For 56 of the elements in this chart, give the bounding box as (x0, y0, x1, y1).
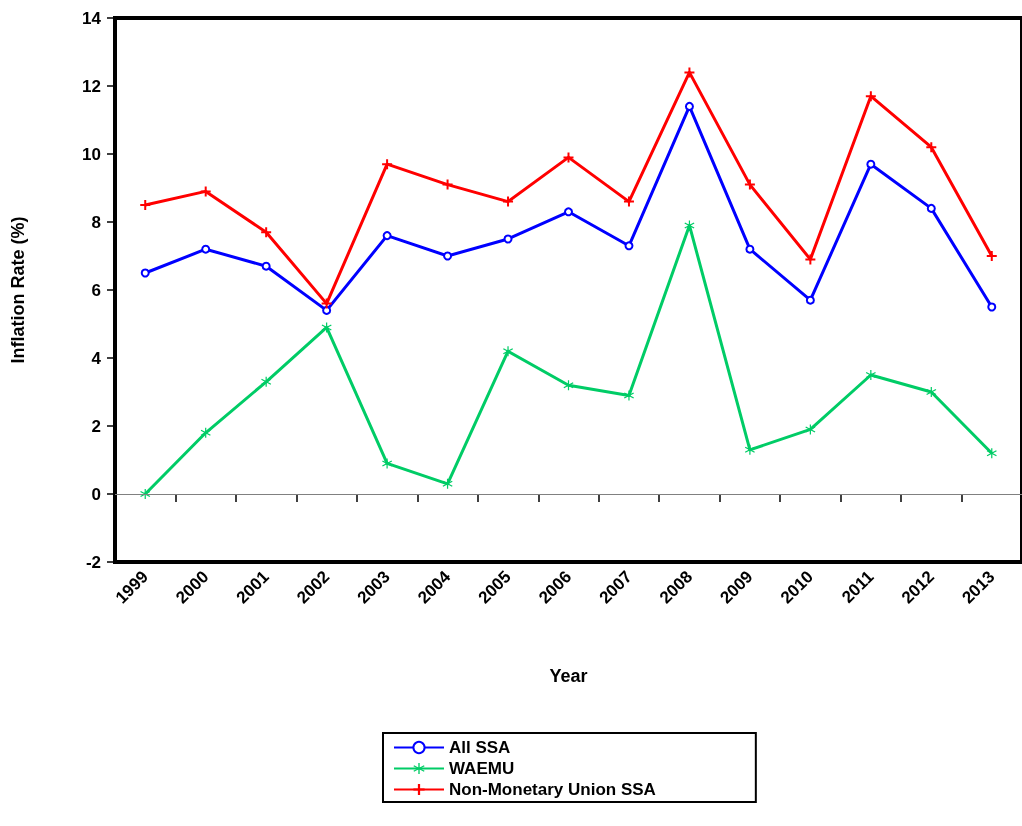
point (865, 91, 876, 102)
point (321, 322, 332, 333)
legend-label: WAEMU (449, 759, 515, 778)
point (986, 251, 997, 261)
point (503, 346, 514, 357)
legend-label: Non-Monetary Union SSA (449, 780, 656, 799)
point (261, 227, 272, 238)
point (201, 244, 211, 254)
y-tick-label: 14 (82, 8, 102, 28)
point (623, 196, 634, 207)
point (321, 298, 332, 309)
point (987, 302, 997, 312)
point (624, 241, 634, 251)
point (926, 203, 936, 213)
point (140, 268, 150, 278)
point (140, 200, 151, 210)
point (684, 67, 695, 78)
legend-label: All SSA (449, 738, 511, 757)
point (563, 380, 574, 391)
point (865, 370, 876, 380)
point (744, 444, 755, 455)
point (382, 159, 393, 170)
point (805, 254, 816, 265)
point (986, 448, 997, 459)
point (442, 478, 453, 489)
y-tick-label: 2 (91, 416, 101, 436)
point (442, 179, 453, 190)
point (684, 101, 694, 111)
point (200, 186, 211, 197)
point (443, 251, 453, 261)
y-tick-label: 6 (91, 280, 101, 300)
point (926, 142, 937, 153)
y-axis-title: Inflation Rate (%) (8, 216, 28, 364)
point (261, 261, 271, 271)
y-tick-label: 12 (82, 76, 101, 96)
y-tick-label: 10 (82, 144, 101, 164)
point (866, 159, 876, 169)
point (200, 427, 211, 438)
point (805, 424, 816, 435)
point (563, 152, 574, 163)
point (261, 376, 272, 387)
point (382, 458, 393, 469)
y-tick-label: 4 (91, 348, 102, 368)
point (745, 244, 755, 254)
point (564, 207, 573, 217)
point (623, 390, 634, 401)
point (503, 196, 514, 207)
y-tick-label: 0 (91, 484, 101, 504)
x-axis-title: Year (549, 666, 588, 686)
point (382, 231, 392, 241)
point (805, 295, 815, 305)
point (503, 234, 513, 244)
y-tick-label: 8 (91, 212, 101, 232)
point (744, 179, 755, 190)
y-tick-label: -2 (85, 552, 101, 572)
point (926, 387, 937, 397)
